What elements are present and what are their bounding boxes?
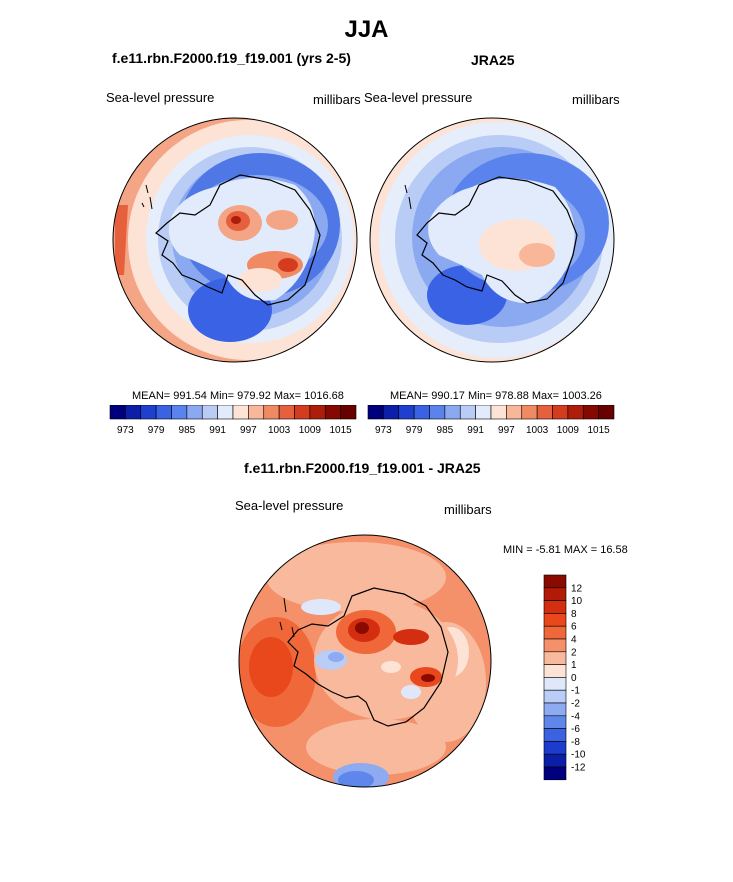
colorbar-tick-label: 6 [571,622,577,633]
colorbar-tick-label: 12 [571,583,583,594]
figure-title: JJA [344,16,389,43]
right-units-label: millibars [572,92,620,107]
colorbar-swatch [543,587,567,601]
colorbar-swatch [232,405,249,420]
colorbar-swatch [340,405,357,420]
colorbar-swatch [543,613,567,627]
colorbar-swatch [263,405,280,420]
colorbar-swatch [567,405,584,420]
colorbar-swatch [536,405,553,420]
colorbar-swatch [543,664,567,678]
colorbar-tick-label: 10 [571,596,583,607]
right-panel-title: JRA25 [471,52,515,68]
colorbar-swatch [294,405,311,420]
colorbar-tick-label: 0 [571,673,577,684]
colorbar-swatch [155,405,172,420]
left-panel-title: f.e11.rbn.F2000.f19_f19.001 (yrs 2-5) [112,50,351,66]
colorbar-swatch [367,405,384,420]
colorbar-swatch [201,405,218,420]
colorbar-swatch [543,600,567,614]
colorbar-tick-label: 979 [148,425,165,436]
diff-field-label: Sea-level pressure [235,498,344,513]
colorbar-swatch [413,405,430,420]
colorbar-swatch [521,405,538,420]
colorbar-swatch [171,405,188,420]
colorbar-tick-label: 991 [209,425,226,436]
colorbar-swatch [398,405,415,420]
colorbar-swatch [125,405,142,420]
colorbar-tick-label: 979 [406,425,423,436]
colorbar-tick-label: 1015 [588,425,611,436]
colorbar-swatch [543,766,567,781]
colorbar-swatch [543,689,567,704]
colorbar-tick-label: 973 [375,425,392,436]
left-units-label: millibars [313,92,361,107]
colorbar-swatch [459,405,476,420]
colorbar-tick-label: 1009 [557,425,580,436]
colorbar-tick-label: 8 [571,609,577,620]
left-stats: MEAN= 991.54 Min= 979.92 Max= 1016.68 [132,390,344,402]
colorbar-tick-label: 4 [571,635,577,646]
colorbar-tick-label: 997 [240,425,257,436]
colorbar-swatch [543,728,567,742]
colorbar-swatch [543,702,567,717]
colorbar-tick-label: -8 [571,737,580,748]
left-field-label: Sea-level pressure [106,90,215,105]
colorbar-tick-label: 991 [467,425,484,436]
colorbar-swatch [543,741,567,755]
colorbar-swatch [490,405,507,420]
right-colorbar: 973 979 985 991 997 1003 1009 1015 [367,405,615,436]
right-field-label: Sea-level pressure [364,90,473,105]
colorbar-swatch [324,405,341,420]
diff-units-label: millibars [444,502,492,517]
reanalysis-slp-map [369,117,615,363]
colorbar-swatch [598,405,615,420]
colorbar-tick-label: -6 [571,724,580,735]
colorbar-swatch [543,677,567,691]
colorbar-swatch [248,405,265,420]
colorbar-tick-label: -10 [571,750,586,761]
colorbar-swatch [186,405,203,420]
colorbar-swatch [543,753,567,768]
colorbar-tick-label: 1015 [330,425,353,436]
colorbar-tick-label: 985 [179,425,196,436]
colorbar-tick-label: 1 [571,660,577,671]
difference-slp-map [238,534,492,788]
colorbar-swatch [543,651,567,665]
colorbar-tick-label: -2 [571,699,580,710]
diff-panel-title: f.e11.rbn.F2000.f19_f19.001 - JRA25 [244,460,481,476]
colorbar-tick-label: 2 [571,647,577,658]
colorbar-tick-label: 1003 [268,425,291,436]
colorbar-tick-label: -1 [571,686,580,697]
colorbar-tick-label: 1009 [299,425,322,436]
colorbar-swatch [475,405,492,420]
colorbar-swatch [582,405,599,420]
colorbar-swatch [543,574,567,589]
colorbar-tick-label: -12 [571,763,586,774]
colorbar-swatch [309,405,326,420]
colorbar-swatch [217,405,234,420]
model-slp-map [112,117,358,363]
colorbar-swatch [543,715,567,729]
right-stats: MEAN= 990.17 Min= 978.88 Max= 1003.26 [390,390,602,402]
colorbar-swatch [109,405,126,420]
colorbar-swatch [429,405,446,420]
colorbar-swatch [140,405,157,420]
colorbar-swatch [444,405,461,420]
diff-stats: MIN = -5.81 MAX = 16.58 [503,544,628,556]
colorbar-tick-label: 997 [498,425,515,436]
left-colorbar: 973 979 985 991 997 1003 1009 1015 [109,405,357,436]
colorbar-swatch [506,405,523,420]
colorbar-tick-label: 973 [117,425,134,436]
colorbar-swatch [278,405,295,420]
colorbar-swatch [552,405,569,420]
colorbar-tick-label: 1003 [526,425,549,436]
colorbar-swatch [383,405,400,420]
colorbar-tick-label: -4 [571,711,580,722]
colorbar-tick-label: 985 [437,425,454,436]
colorbar-swatch [543,638,567,653]
colorbar-swatch [543,625,567,640]
